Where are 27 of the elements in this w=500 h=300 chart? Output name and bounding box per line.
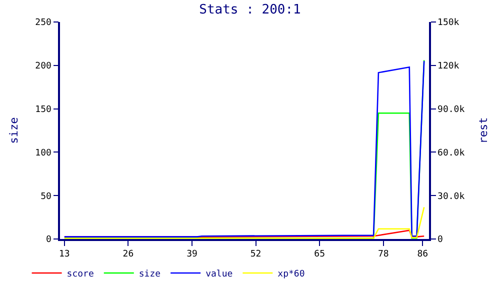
y-tick-label: 50 [40, 192, 52, 202]
legend-label: size [138, 270, 161, 280]
y2-tick-label: 90.0k [438, 104, 466, 115]
x-tick-label: 52 [250, 250, 262, 260]
x-tick-label: 39 [186, 250, 198, 260]
y-axis-title: size [7, 117, 20, 144]
y2-tick-label: 0 [438, 235, 443, 246]
y2-tick-label: 30.0k [438, 192, 466, 202]
y-tick-label: 200 [35, 62, 52, 72]
y-tick-label: 0 [46, 235, 52, 246]
line-series [64, 206, 425, 239]
y2-tick-label: 60.0k [438, 148, 466, 158]
x-tick-label: 78 [378, 250, 389, 260]
y-tick-label: 250 [35, 18, 52, 28]
y2-axis-title: rest [476, 117, 490, 144]
x-tick-label: 13 [59, 250, 70, 260]
x-tick-label: 65 [314, 250, 325, 260]
y2-tick-label: 120k [438, 62, 460, 72]
legend-label: xp*60 [278, 270, 305, 280]
x-tick-label: 86 [417, 250, 428, 260]
legend-label: value [206, 270, 233, 280]
legend-label: score [66, 270, 94, 280]
y2-tick-label: 150k [438, 18, 460, 28]
chart-title: Stats : 200:1 [199, 2, 301, 18]
y-tick-label: 150 [35, 104, 52, 115]
x-tick-label: 26 [122, 250, 134, 260]
y-tick-label: 100 [35, 148, 52, 158]
